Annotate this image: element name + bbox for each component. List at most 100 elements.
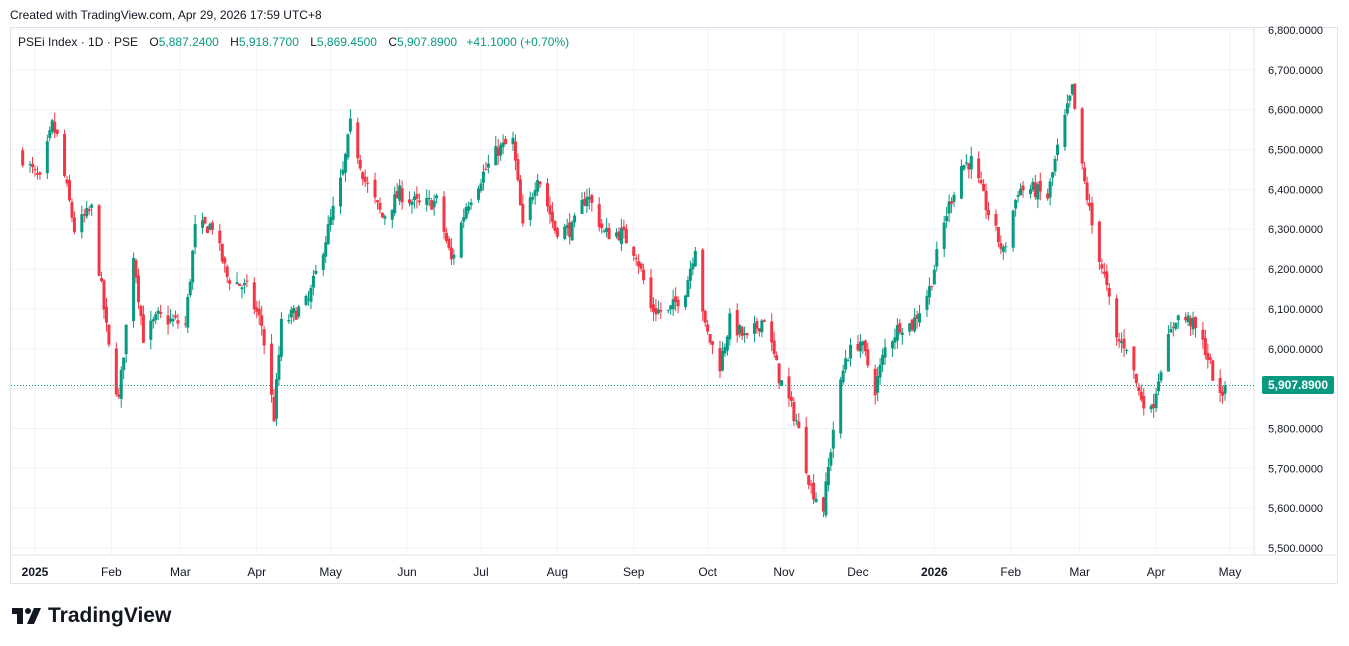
candle-body — [738, 325, 742, 334]
candle-body — [1073, 83, 1077, 109]
candle-body — [1208, 357, 1212, 360]
candle-body — [314, 270, 318, 274]
candle-body — [228, 280, 232, 284]
candle-body — [597, 204, 601, 228]
candle-body — [87, 209, 91, 211]
candle-body — [814, 498, 818, 502]
candle-body — [21, 150, 25, 166]
candle-body — [962, 165, 966, 170]
candle-body — [417, 200, 421, 203]
x-tick-label: Apr — [247, 565, 266, 579]
candle-body — [881, 355, 885, 365]
candle-body — [50, 120, 54, 132]
candle-body — [585, 196, 589, 207]
candle-body — [720, 350, 724, 371]
candle-body — [1046, 193, 1050, 199]
candle-body — [122, 357, 126, 370]
candle-body — [100, 278, 104, 282]
candle-body — [356, 122, 360, 159]
candle-body — [950, 201, 954, 204]
candle-body — [945, 216, 949, 222]
candle-body — [427, 198, 431, 200]
candle-body — [166, 315, 170, 325]
candle-body — [777, 363, 781, 384]
x-tick-label: May — [1219, 565, 1242, 579]
candle-body — [942, 222, 946, 249]
candle-body — [339, 177, 343, 207]
candle-body — [82, 214, 86, 216]
candle-body — [1016, 195, 1020, 197]
candle-body — [35, 173, 39, 175]
candle-body — [1122, 338, 1126, 349]
candle-body — [134, 260, 138, 278]
change-value: +41.1000 (+0.70%) — [466, 35, 570, 49]
candle-body — [65, 179, 69, 184]
candle-body — [191, 250, 195, 283]
candle-body — [967, 163, 971, 170]
candle-body — [331, 205, 335, 221]
candle-body — [501, 142, 505, 148]
candle-body — [548, 205, 552, 215]
candle-body — [504, 138, 508, 145]
candle-body — [614, 232, 618, 237]
candle-body — [1036, 184, 1040, 200]
candle-body — [223, 257, 227, 264]
low-label: L — [310, 35, 317, 49]
candle-body — [703, 311, 707, 323]
y-tick-label: 6,800.0000 — [1268, 25, 1323, 37]
candle-body — [797, 421, 801, 429]
y-tick-label: 6,500.0000 — [1268, 145, 1323, 157]
candle-body — [1125, 349, 1129, 351]
candle-body — [755, 321, 759, 329]
y-tick-label: 6,000.0000 — [1268, 344, 1323, 356]
candle-body — [1117, 339, 1121, 342]
candle-body — [839, 379, 843, 434]
candle-body — [831, 429, 835, 449]
candle-body — [238, 283, 242, 286]
open-label: O — [149, 35, 159, 49]
candle-body — [863, 340, 867, 352]
x-tick-label: 2026 — [921, 565, 948, 579]
candle-body — [132, 258, 136, 321]
candle-body — [252, 282, 256, 310]
candle-body — [619, 227, 623, 244]
candle-body — [1134, 373, 1138, 384]
candle-body — [708, 334, 712, 343]
candle-body — [743, 333, 747, 335]
tradingview-logo[interactable]: TradingView — [12, 604, 171, 628]
candle-body — [444, 232, 448, 241]
candle-body — [809, 483, 813, 486]
candle-body — [442, 196, 446, 232]
candle-body — [775, 355, 779, 361]
candle-body — [1149, 405, 1153, 410]
candle-body — [415, 193, 419, 199]
candle-body — [513, 141, 517, 161]
candle-body — [171, 318, 175, 322]
candle-body — [969, 156, 973, 170]
candle-body — [570, 221, 574, 241]
candle-body — [306, 298, 310, 300]
candle-body — [925, 296, 929, 310]
candle-body — [119, 369, 123, 399]
candle-body — [511, 137, 515, 145]
candle-body — [893, 337, 897, 343]
candle-body — [486, 163, 490, 168]
candle-body — [1088, 202, 1092, 207]
chart-frame[interactable] — [10, 27, 1338, 584]
symbol-name[interactable]: PSEi Index · 1D · PSE — [18, 35, 139, 49]
candle-body — [1166, 333, 1170, 372]
candle-body — [361, 172, 365, 180]
candle-body — [553, 220, 557, 231]
candle-body — [186, 296, 190, 328]
candle-body — [654, 308, 658, 315]
candle-body — [85, 207, 89, 217]
candle-body — [846, 360, 850, 362]
candle-body — [688, 268, 692, 281]
candle-body — [898, 323, 902, 333]
candle-body — [408, 199, 412, 204]
candle-body — [1137, 387, 1141, 392]
x-tick-label: May — [319, 565, 342, 579]
candle-body — [1159, 372, 1163, 381]
candle-body — [1191, 317, 1195, 330]
